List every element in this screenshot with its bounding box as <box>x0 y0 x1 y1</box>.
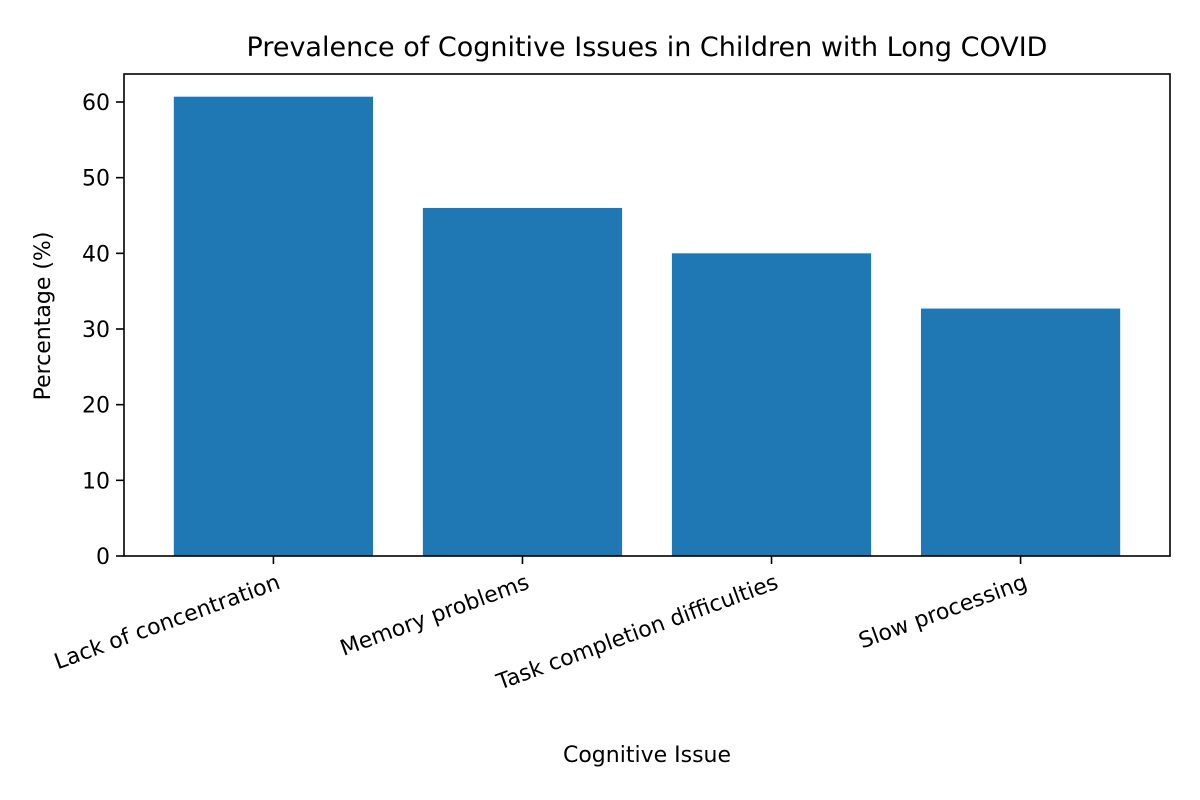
y-tick-label: 10 <box>82 469 110 494</box>
bar <box>422 207 623 557</box>
bar <box>671 253 872 556</box>
axes-frame <box>123 73 1171 557</box>
y-tick-label: 30 <box>82 318 110 343</box>
x-axis-label: Cognitive Issue <box>563 743 731 768</box>
y-tick-label: 0 <box>96 545 110 570</box>
y-tick-label: 50 <box>82 167 110 192</box>
y-tick-label: 60 <box>82 91 110 116</box>
y-axis-label: Percentage (%) <box>31 232 56 401</box>
chart-title: Prevalence of Cognitive Issues in Childr… <box>247 32 1048 63</box>
y-tick-label: 20 <box>82 394 110 419</box>
bar <box>920 308 1121 556</box>
bar <box>173 96 374 556</box>
y-tick-label: 40 <box>82 242 110 267</box>
